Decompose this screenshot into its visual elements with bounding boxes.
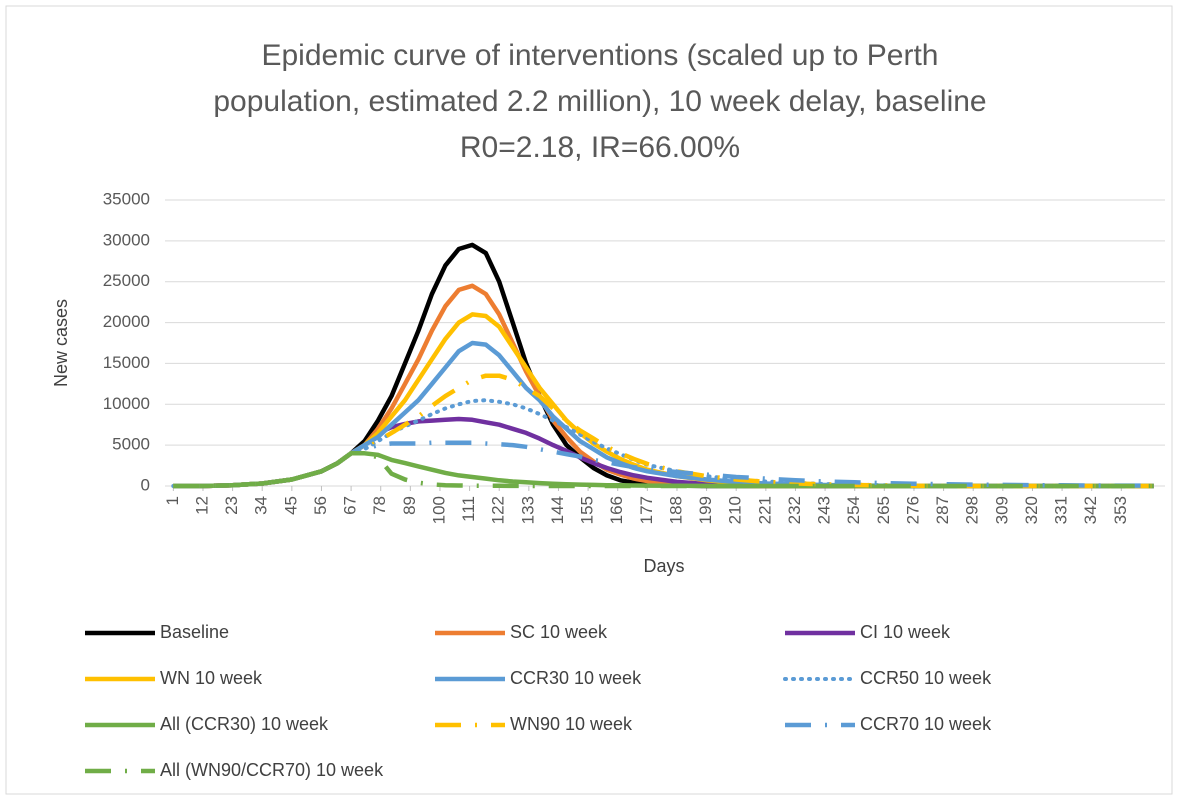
x-tick-label: 265 [874,496,893,524]
x-tick-label: 298 [963,496,982,524]
x-tick-label: 34 [252,496,271,515]
x-tick-label: 144 [548,496,567,524]
x-tick-label: 188 [666,496,685,524]
x-tick-label: 320 [1022,496,1041,524]
legend-item: WN 10 week [85,668,263,688]
y-tick-label: 35000 [103,189,150,208]
chart-title: population, estimated 2.2 million), 10 w… [213,85,986,118]
x-tick-label: 100 [429,496,448,524]
x-tick-label: 12 [192,496,211,515]
y-tick-label: 0 [141,475,150,494]
x-tick-label: 78 [370,496,389,515]
x-tick-label: 353 [1111,496,1130,524]
x-tick-label: 331 [1052,496,1071,524]
legend-text: CCR50 10 week [860,668,992,688]
x-tick-label: 23 [222,496,241,515]
series-line [173,451,1154,489]
legend-text: CI 10 week [860,622,951,642]
series-line [173,440,1154,489]
chart-title: Epidemic curve of interventions (scaled … [261,39,938,72]
y-tick-label: 15000 [103,353,150,372]
x-tick-label: 276 [903,496,922,524]
legend-item: CCR70 10 week [785,714,992,734]
x-tick-label: 342 [1081,496,1100,524]
x-tick-label: 133 [518,496,537,524]
legend-text: WN90 10 week [510,714,633,734]
x-tick-label: 122 [489,496,508,524]
y-tick-label: 30000 [103,230,150,249]
y-tick-label: 5000 [112,435,150,454]
legend-item: SC 10 week [435,622,608,642]
legend-item: CI 10 week [785,622,951,642]
legend-text: All (WN90/CCR70) 10 week [160,760,384,780]
legend-text: CCR70 10 week [860,714,992,734]
legend-item: CCR50 10 week [783,668,992,688]
legend-item: All (CCR30) 10 week [85,714,329,734]
y-tick-label: 20000 [103,312,150,331]
chart-frame [5,5,1173,795]
legend-item: WN90 10 week [435,714,633,734]
x-tick-label: 155 [578,496,597,524]
chart-title: R0=2.18, IR=66.00% [460,131,740,164]
x-tick-label: 45 [281,496,300,515]
x-tick-label: 177 [637,496,656,524]
x-tick-label: 210 [726,496,745,524]
x-tick-label: 221 [755,496,774,524]
legend-item: Baseline [85,622,229,642]
y-axis-label: New cases [51,299,71,387]
x-tick-label: 309 [992,496,1011,524]
y-tick-label: 10000 [103,394,150,413]
legend-text: Baseline [160,622,229,642]
legend-text: CCR30 10 week [510,668,642,688]
x-tick-label: 243 [815,496,834,524]
x-tick-label: 1 [163,496,182,505]
x-tick-label: 166 [607,496,626,524]
legend-text: All (CCR30) 10 week [160,714,329,734]
legend-text: WN 10 week [160,668,263,688]
y-tick-label: 25000 [103,271,150,290]
x-tick-label: 67 [341,496,360,515]
legend-text: SC 10 week [510,622,608,642]
x-tick-label: 287 [933,496,952,524]
x-tick-label: 254 [844,496,863,524]
x-tick-label: 111 [459,496,478,522]
legend-item: All (WN90/CCR70) 10 week [85,760,384,780]
x-tick-label: 232 [785,496,804,524]
legend-item: CCR30 10 week [435,668,642,688]
x-tick-label: 89 [400,496,419,515]
x-axis-label: Days [643,556,684,576]
x-tick-label: 56 [311,496,330,515]
x-tick-label: 199 [696,496,715,524]
